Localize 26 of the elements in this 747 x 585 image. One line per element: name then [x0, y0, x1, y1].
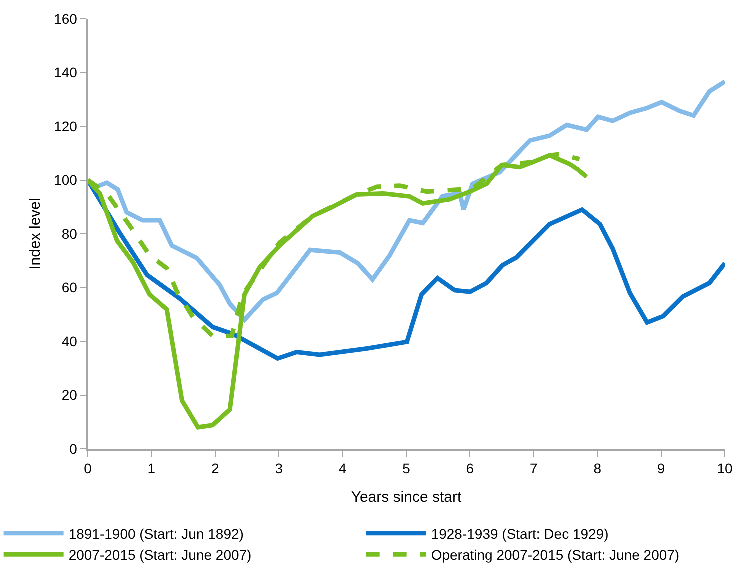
x-tick-label: 7 [530, 460, 538, 477]
y-tick-label: 60 [62, 280, 78, 296]
x-tick-label: 1 [148, 460, 156, 477]
y-tick-label: 160 [54, 10, 78, 27]
x-tick-label: 2 [212, 460, 220, 477]
y-tick-label: 80 [62, 226, 78, 242]
y-tick-label: 0 [70, 440, 78, 457]
x-tick-label: 4 [338, 460, 347, 477]
x-tick-label: 9 [657, 460, 666, 477]
y-tick-label: 120 [54, 118, 78, 134]
x-tick-label: 3 [275, 460, 284, 477]
y-tick-label: 20 [62, 387, 78, 404]
legend-label: 1891-1900 (Start: Jun 1892) [68, 526, 244, 542]
x-tick-label: 8 [594, 460, 602, 477]
x-tick-label: 0 [84, 460, 92, 477]
y-tick-label: 140 [54, 64, 78, 81]
legend-label: 2007-2015 (Start: June 2007) [68, 547, 252, 564]
y-tick-label: 100 [54, 172, 78, 188]
x-tick-label: 6 [466, 460, 474, 477]
x-tick-label: 5 [402, 460, 411, 477]
x-axis-title: Years since start [351, 489, 462, 506]
x-tick-label: 10 [717, 460, 733, 477]
legend-label: 1928-1939 (Start: Dec 1929) [431, 526, 609, 542]
y-tick-label: 40 [62, 333, 78, 350]
y-axis-title: Index level [26, 198, 44, 270]
legend-label: Operating 2007-2015 (Start: June 2007) [431, 547, 680, 564]
